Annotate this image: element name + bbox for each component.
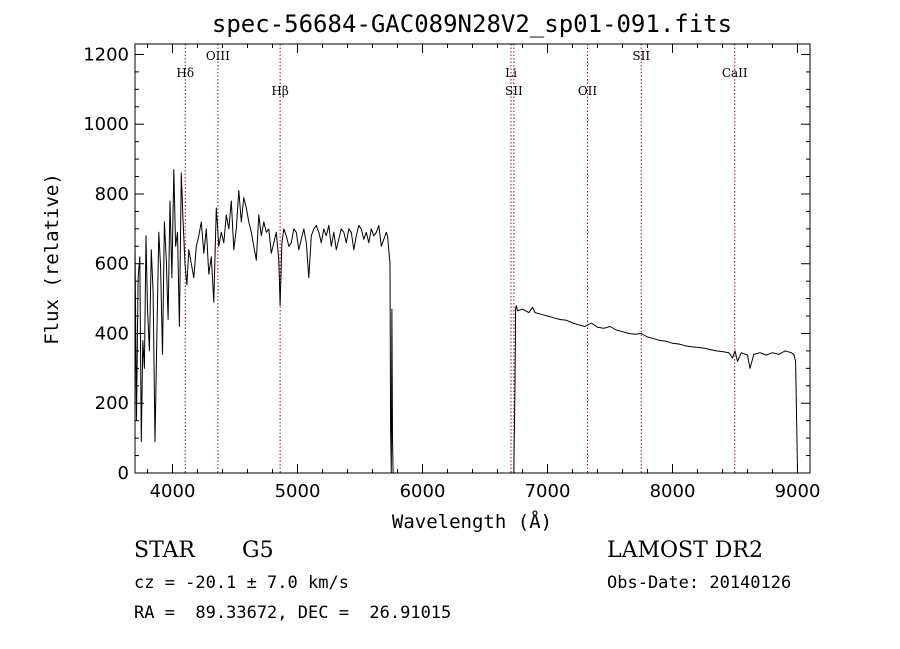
line-marker-label-7: CaII bbox=[722, 66, 748, 80]
chart-title: spec-56684-GAC089N28V2_sp01-091.fits bbox=[212, 10, 732, 38]
object-subclass: G5 bbox=[242, 538, 274, 563]
plot-frame bbox=[134, 43, 811, 474]
flux-segment-0 bbox=[134, 169, 394, 474]
y-tick-label-3: 600 bbox=[95, 254, 129, 275]
line-marker-label-5: OII bbox=[578, 84, 598, 98]
spectral-line-markers: Hδ OIII Hβ Li SII OII SII CaII bbox=[176, 44, 748, 473]
x-tick-label-4: 8000 bbox=[650, 481, 696, 502]
sky-coordinates: RA = 89.33672, DEC = 26.91015 bbox=[134, 603, 452, 623]
line-marker-label-6: SII bbox=[632, 49, 650, 63]
line-marker-label-2: Hβ bbox=[271, 84, 288, 98]
y-tick-label-5: 1000 bbox=[83, 114, 129, 135]
y-tick-label-2: 400 bbox=[95, 323, 129, 344]
redshift-velocity: cz = -20.1 ± 7.0 km/s bbox=[134, 573, 349, 593]
survey-name: LAMOST DR2 bbox=[607, 538, 763, 563]
flux-series bbox=[134, 169, 798, 474]
x-tick-label-1: 5000 bbox=[275, 481, 321, 502]
y-axis-label: Flux (relative) bbox=[41, 173, 63, 345]
x-tick-label-3: 7000 bbox=[525, 481, 571, 502]
line-marker-label-3: Li bbox=[505, 66, 517, 80]
flux-segment-1 bbox=[513, 305, 798, 474]
x-axis: 4000 5000 6000 7000 8000 9000 bbox=[147, 44, 821, 502]
y-tick-label-4: 800 bbox=[95, 184, 129, 205]
object-class: STAR bbox=[134, 538, 195, 563]
x-tick-label-2: 6000 bbox=[400, 481, 446, 502]
x-tick-label-5: 9000 bbox=[775, 481, 821, 502]
y-axis: 0 200 400 600 800 1000 1200 bbox=[83, 44, 810, 484]
y-tick-label-0: 0 bbox=[118, 463, 129, 484]
x-tick-label-0: 4000 bbox=[150, 481, 196, 502]
x-axis-label: Wavelength (Å) bbox=[392, 510, 552, 533]
line-marker-label-1: OIII bbox=[206, 49, 230, 63]
y-tick-label-1: 200 bbox=[95, 393, 129, 414]
observation-date: Obs-Date: 20140126 bbox=[607, 573, 792, 593]
line-marker-label-0: Hδ bbox=[176, 66, 194, 80]
y-tick-label-6: 1200 bbox=[83, 44, 129, 65]
line-marker-label-4: SII bbox=[505, 84, 523, 98]
